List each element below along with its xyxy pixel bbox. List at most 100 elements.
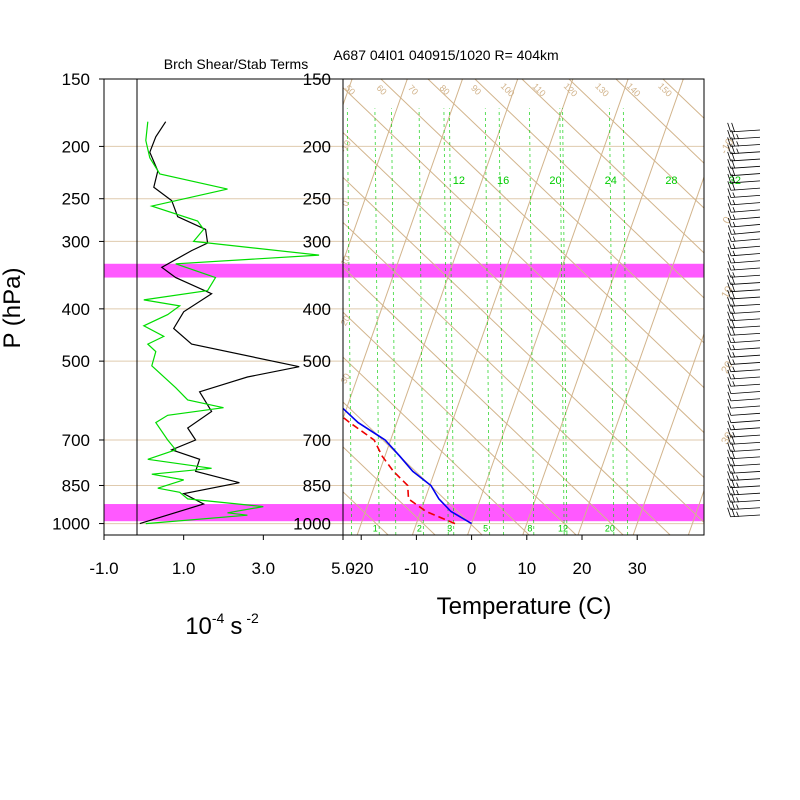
left-x-axis-unit: 10-4 s -2 [185,610,259,640]
mixing-ratio-bottom-label: 8 [527,524,532,534]
wind-barb [727,318,761,329]
skewt-mixing-ratio-line [498,108,504,535]
isotherm-side-label: 0 [721,215,734,226]
mixing-ratio-bottom-label: 12 [558,524,568,534]
right-panel-title: A687 04I01 040915/1020 R= 404km [333,47,558,63]
left-panel-title: Brch Shear/Stab Terms [164,56,308,72]
skewt-dry-adiabat [343,131,704,479]
skewt-dry-adiabat [568,79,704,209]
skewt-dry-adiabat [0,59,336,575]
skewt-dry-adiabat [343,86,704,434]
skewt-series-line-temperature [343,407,473,525]
left-y-tick-label: 300 [62,232,90,251]
wind-barb [727,435,761,445]
skewt-y-tick-label: 200 [303,137,331,156]
isotherm-side-label: -10 [338,138,353,154]
wind-barb [727,246,761,257]
skewt-isotherm [577,175,704,535]
skewt-dry-adiabat [343,176,704,524]
theta-label: 50 [343,83,357,97]
skewt-mixing-ratio-line [622,108,629,535]
skewt-dry-adiabat [343,266,624,535]
x-axis-title: Temperature (C) [437,593,612,620]
wind-barb [727,478,761,489]
skewt-dry-adiabat [736,59,800,575]
skewt-y-tick-label: 400 [303,300,331,319]
wind-barb [727,427,761,438]
isotherm-side-label: 10 [719,284,736,301]
skewt-mixing-ratio-line [484,108,491,535]
wind-barb [727,355,761,365]
left-y-tick-label: 150 [62,70,90,89]
skewt-dry-adiabat [615,79,704,164]
skewt-dry-adiabat [689,59,800,575]
skewt-dry-adiabat [0,59,242,575]
wind-barb [727,181,761,191]
wind-barb [727,311,761,322]
y-axis-title: P (hPa) [0,268,26,349]
mixing-ratio-bottom-label: 1 [373,524,378,534]
skewt-isotherm [522,79,684,535]
wind-barb [727,413,761,424]
wind-barb [727,282,761,293]
skewt-isotherm [632,332,704,535]
skewt-dry-adiabat [427,79,704,344]
left-x-tick-label: 1.0 [172,559,196,578]
wind-barb [727,289,761,300]
skewt-isotherm [411,79,574,535]
left-x-tick-label: 3.0 [252,559,276,578]
wind-barb [727,173,761,184]
mixing-ratio-label: 32 [729,175,741,187]
wind-barb [727,464,761,474]
wind-barb [727,297,761,307]
skewt-dry-adiabat [474,79,704,299]
wind-barb [727,384,761,395]
skewt-y-tick-label: 500 [303,352,331,371]
skewt-x-tick-label: 0 [467,559,476,578]
wind-barb [727,500,761,510]
theta-label: 150 [656,81,674,99]
wind-barb [727,369,761,380]
theta-label: 70 [406,83,420,97]
highlight-band [104,263,704,278]
mixing-ratio-label: 28 [665,175,677,187]
left-y-tick-label: 400 [62,300,90,319]
skewt-dry-adiabat [343,446,436,535]
skewt-series-group [343,407,473,525]
skewt-isotherm [467,79,629,535]
wind-barb [727,137,761,147]
skewt-isotherm [743,63,800,537]
wind-barb [727,348,761,358]
skewt-x-tick-labels: -20 -10 0 10 20 30 [349,535,647,578]
theta-label: 120 [562,81,580,99]
skewt-y-tick-label: 700 [303,431,331,450]
skewt-y-tick-label: 250 [303,190,331,209]
wind-barb [727,232,761,242]
skewt-background-grid [0,59,800,575]
skewt-dry-adiabat [343,311,577,535]
skewt-panel-frame [342,78,705,536]
wind-barb [727,493,761,503]
skewt-x-tick-label: -20 [349,559,374,578]
skewt-x-tick-label: 30 [628,559,647,578]
skewt-y-tick-label: 300 [303,232,331,251]
unit-base: 10 [185,613,212,640]
skewt-dry-adiabat [521,79,704,254]
mixing-ratio-label: 20 [549,175,561,187]
isotherm-side-label: 30 [339,372,353,386]
theta-label: 110 [531,81,548,98]
skewt-mixing-ratio-line [346,108,353,535]
mixing-ratio-bottom-label: 20 [605,524,615,534]
skewt-mixing-ratio-line [449,108,455,535]
theta-label: 80 [438,83,452,97]
skewt-dry-adiabat [0,59,195,575]
skewt-y-tick-labels: 150 200 250 300 400 500 700 850 1000 [293,70,331,534]
wind-barb [727,188,761,198]
wind-barb [727,195,761,206]
unit-seconds-exponent: -2 [246,610,259,626]
skewt-isotherm [343,79,408,264]
wind-barb [727,362,761,373]
wind-barb [727,340,761,351]
